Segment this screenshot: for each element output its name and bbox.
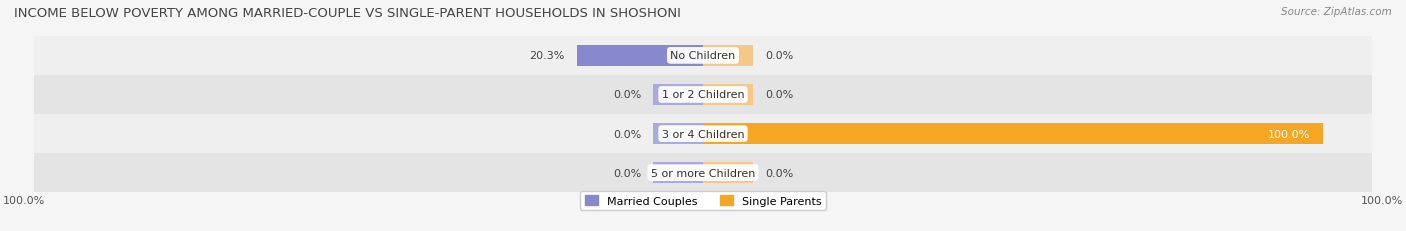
Text: 0.0%: 0.0% [765, 168, 793, 178]
Text: 20.3%: 20.3% [530, 51, 565, 61]
Legend: Married Couples, Single Parents: Married Couples, Single Parents [581, 191, 825, 210]
Bar [703, 85, 752, 105]
Text: 0.0%: 0.0% [613, 90, 641, 100]
Bar [654, 124, 703, 144]
Text: 100.0%: 100.0% [1268, 129, 1310, 139]
Text: 0.0%: 0.0% [765, 51, 793, 61]
Bar [654, 85, 703, 105]
Text: 0.0%: 0.0% [613, 168, 641, 178]
Bar [34, 153, 1372, 192]
Bar [703, 124, 752, 144]
Bar [703, 163, 752, 183]
Text: 0.0%: 0.0% [613, 129, 641, 139]
Bar [34, 76, 1372, 115]
Text: Source: ZipAtlas.com: Source: ZipAtlas.com [1281, 7, 1392, 17]
Text: No Children: No Children [671, 51, 735, 61]
Text: 0.0%: 0.0% [765, 90, 793, 100]
Text: INCOME BELOW POVERTY AMONG MARRIED-COUPLE VS SINGLE-PARENT HOUSEHOLDS IN SHOSHON: INCOME BELOW POVERTY AMONG MARRIED-COUPL… [14, 7, 681, 20]
Text: 5 or more Children: 5 or more Children [651, 168, 755, 178]
Bar [654, 163, 703, 183]
Bar [654, 46, 703, 66]
Bar [578, 46, 703, 66]
Text: 1 or 2 Children: 1 or 2 Children [662, 90, 744, 100]
Bar [34, 115, 1372, 153]
Bar [34, 37, 1372, 76]
Text: 3 or 4 Children: 3 or 4 Children [662, 129, 744, 139]
Bar [703, 124, 1323, 144]
Bar [703, 46, 752, 66]
Text: 100.0%: 100.0% [3, 195, 45, 205]
Text: 100.0%: 100.0% [1361, 195, 1403, 205]
